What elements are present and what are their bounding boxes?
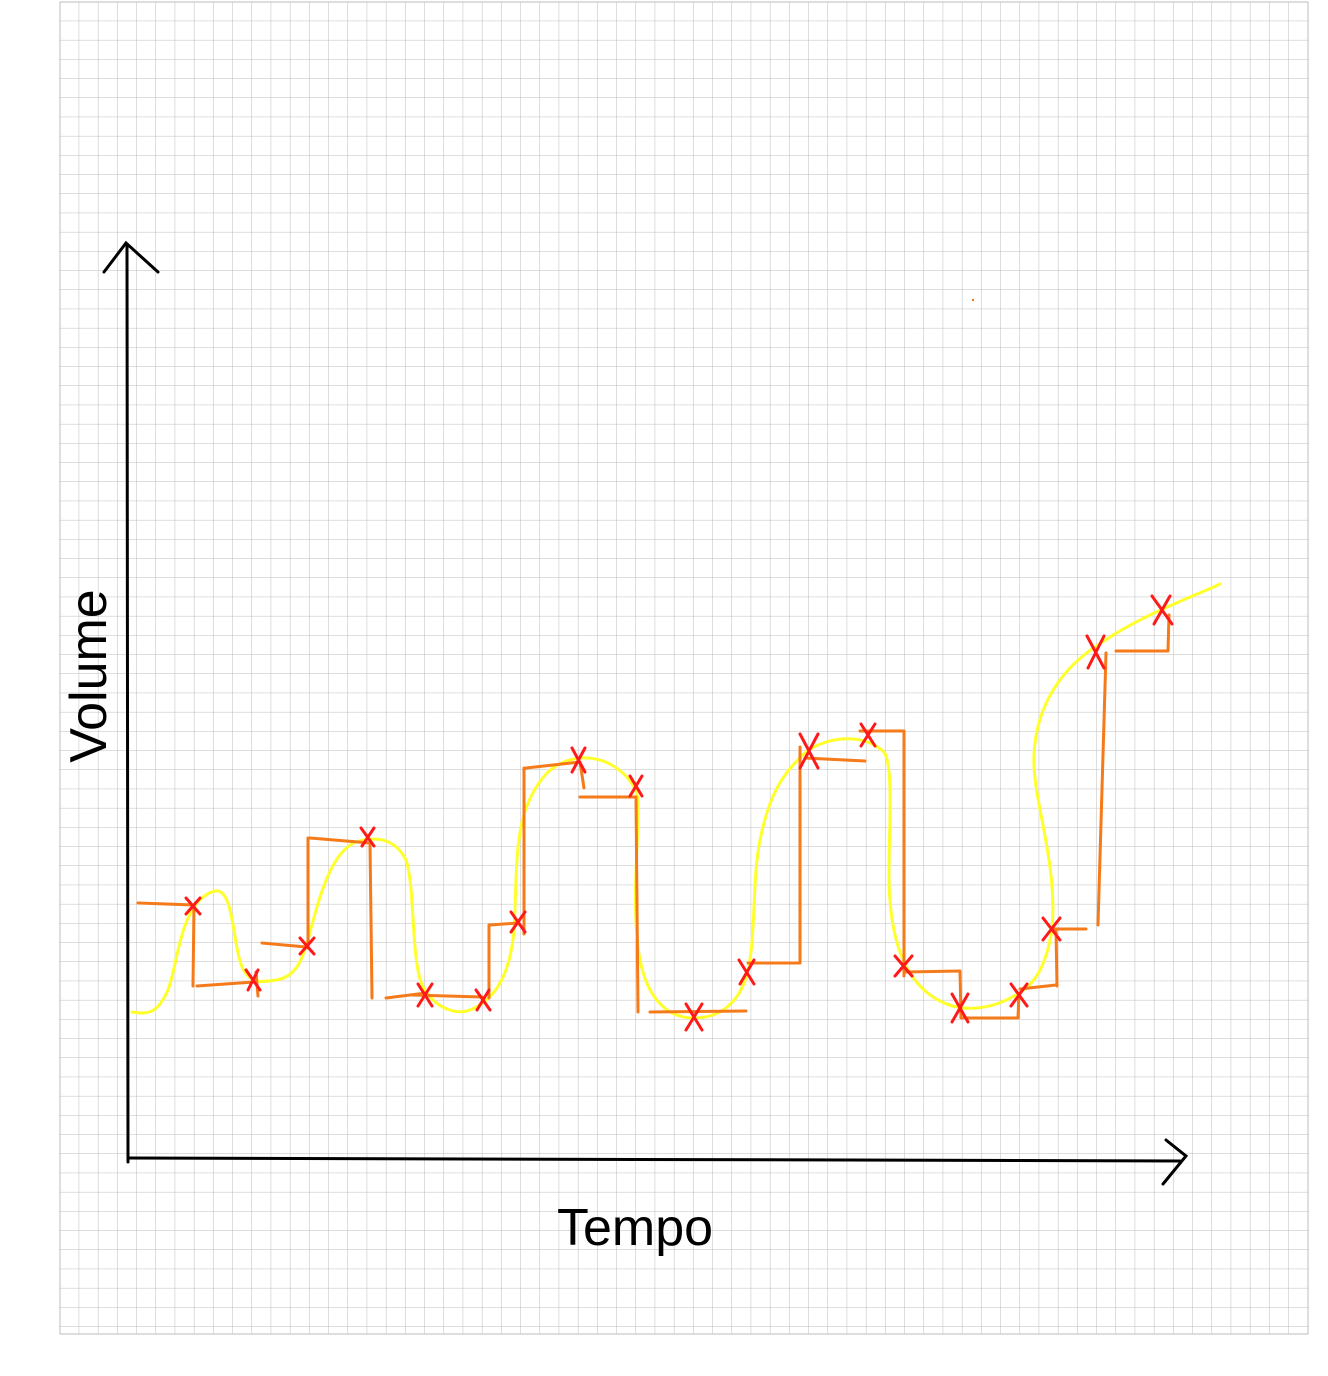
x-mark xyxy=(1009,982,1029,1008)
x-mark xyxy=(474,988,492,1012)
x-mark xyxy=(1041,916,1062,942)
x-axis xyxy=(126,1138,1189,1186)
x-mark xyxy=(509,910,527,934)
red-x-marks xyxy=(184,594,1174,1032)
x-mark xyxy=(950,992,970,1024)
x-mark xyxy=(893,954,914,978)
x-mark xyxy=(684,1002,704,1032)
x-mark xyxy=(359,826,376,848)
graph-paper-grid xyxy=(59,1,1309,1335)
x-mark xyxy=(244,968,262,992)
x-mark xyxy=(1085,634,1106,670)
x-mark xyxy=(628,774,644,798)
x-mark xyxy=(737,958,756,986)
y-axis-label: Volume xyxy=(60,589,118,762)
x-mark xyxy=(298,936,316,956)
x-mark xyxy=(416,982,434,1008)
x-mark xyxy=(798,732,820,770)
stray-dot xyxy=(971,298,975,302)
x-mark xyxy=(1150,594,1174,626)
x-mark xyxy=(184,896,202,916)
x-mark xyxy=(859,722,877,748)
x-axis-arrowhead xyxy=(1161,1138,1189,1186)
y-axis xyxy=(102,240,160,1164)
x-axis-label: Tempo xyxy=(557,1199,713,1257)
y-axis-arrowhead xyxy=(102,240,160,274)
x-mark xyxy=(570,746,587,774)
